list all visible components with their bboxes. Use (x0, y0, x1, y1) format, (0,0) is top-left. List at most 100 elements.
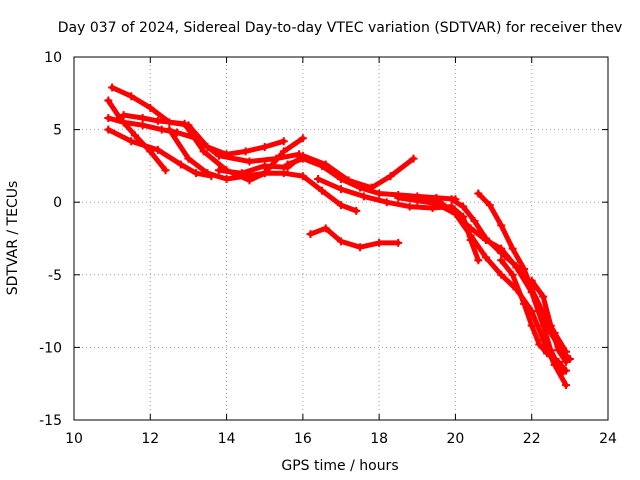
data-point (527, 276, 536, 285)
data-point (394, 193, 403, 202)
x-tick-label: 20 (447, 431, 465, 447)
x-tick-label: 16 (294, 431, 312, 447)
data-point (375, 238, 384, 247)
plot-frame (73, 56, 609, 421)
data-point (535, 307, 544, 316)
data-point (127, 92, 136, 101)
data-point (298, 172, 307, 181)
data-point (497, 256, 506, 265)
data-point (359, 192, 368, 201)
data-point (562, 357, 571, 366)
data-point (245, 157, 254, 166)
y-tick-label: -10 (39, 340, 62, 356)
data-point (405, 202, 414, 211)
data-point (337, 237, 345, 246)
data-point (562, 366, 571, 375)
data-point (497, 270, 506, 279)
data-point (497, 249, 506, 258)
x-tick-label: 22 (523, 431, 541, 447)
data-point (512, 262, 521, 271)
data-point (337, 201, 345, 210)
series-track-6 (165, 125, 361, 215)
data-point (546, 321, 555, 330)
series-track-1 (104, 125, 216, 181)
data-point (520, 264, 529, 273)
data-point (306, 230, 315, 239)
data-point (466, 231, 475, 240)
data-point (562, 381, 571, 390)
data-point (153, 145, 162, 154)
data-point (436, 198, 445, 207)
series-track-15 (497, 256, 571, 375)
data-point (508, 244, 517, 253)
data-point (199, 147, 208, 156)
data-point (386, 172, 395, 181)
data-point (394, 238, 403, 247)
data-point (279, 147, 288, 156)
data-point (180, 119, 189, 128)
data-point (203, 143, 212, 152)
y-tick-label: -5 (48, 268, 62, 284)
data-point (356, 243, 365, 252)
series-track-8 (283, 154, 460, 204)
data-point (539, 292, 548, 301)
y-tick-label: -15 (39, 413, 62, 429)
data-layer (104, 83, 574, 390)
data-point (539, 336, 548, 345)
data-point (554, 357, 563, 366)
series-line (216, 153, 416, 191)
data-point (138, 121, 147, 130)
data-point (542, 349, 551, 358)
data-point (321, 224, 330, 233)
data-point (184, 154, 193, 163)
data-point (279, 137, 288, 146)
data-point (298, 154, 307, 163)
data-point (203, 169, 212, 178)
data-point (146, 147, 155, 156)
x-axis-label: GPS time / hours (281, 458, 398, 474)
y-axis-label: SDTVAR / TECUs (5, 181, 21, 296)
data-point (153, 116, 162, 125)
data-point (451, 209, 460, 218)
data-point (554, 346, 563, 355)
data-point (527, 285, 536, 294)
data-point (409, 154, 418, 163)
series-track-16 (527, 276, 571, 366)
data-point (375, 189, 384, 198)
data-point (131, 131, 140, 140)
x-tick-label: 12 (141, 431, 159, 447)
data-point (481, 253, 490, 262)
data-point (104, 125, 113, 134)
x-tick-label: 18 (370, 431, 388, 447)
y-tick-label: 10 (44, 50, 62, 66)
data-point (222, 150, 231, 159)
data-point (298, 134, 307, 143)
data-point (314, 174, 323, 183)
data-point (420, 195, 429, 204)
data-point (104, 96, 113, 105)
data-point (119, 111, 128, 120)
data-point (172, 128, 181, 137)
data-point (447, 195, 456, 204)
data-point (283, 160, 292, 169)
data-point (470, 217, 479, 226)
data-point (485, 201, 494, 210)
series-track-11 (394, 193, 567, 378)
data-point (474, 189, 483, 198)
x-tick-label: 14 (218, 431, 236, 447)
data-point (474, 256, 483, 265)
series-track-10 (306, 224, 403, 252)
data-point (317, 186, 326, 195)
data-point (527, 321, 536, 330)
x-tick-label: 10 (65, 431, 83, 447)
data-point (157, 125, 166, 134)
y-tick-label: 5 (53, 123, 62, 139)
x-tick-label: 24 (599, 431, 617, 447)
series-line (498, 257, 569, 374)
y-tick-label: 0 (53, 195, 62, 211)
data-point (260, 143, 269, 152)
series-line (308, 225, 401, 250)
data-point (176, 160, 185, 169)
data-point (337, 185, 345, 194)
